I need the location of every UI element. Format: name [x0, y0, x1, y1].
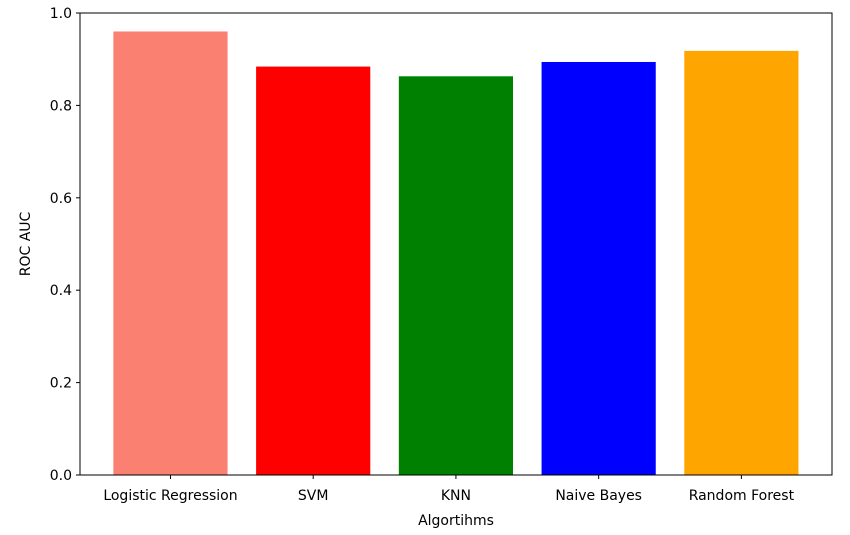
y-tick-label: 0.6 — [50, 191, 72, 207]
x-tick-label: Random Forest — [689, 488, 795, 504]
y-axis: 0.0 0.2 0.4 0.6 0.8 1.0 — [50, 6, 80, 484]
bars-group — [113, 31, 799, 476]
bar-random-forest — [684, 50, 799, 475]
x-axis-label: Algortihms — [418, 513, 494, 529]
bar-svm — [256, 66, 371, 475]
y-tick-label: 0.2 — [50, 376, 72, 392]
y-tick-label: 0.8 — [50, 98, 72, 114]
y-tick-label: 0.4 — [50, 283, 72, 299]
x-axis: Logistic Regression SVM KNN Naive Bayes Rand… — [103, 475, 795, 504]
y-axis-label: ROC AUC — [18, 211, 34, 276]
x-tick-label: Naive Bayes — [555, 488, 642, 504]
y-tick-label: 1.0 — [50, 6, 72, 22]
x-tick-label: KNN — [441, 488, 471, 504]
bar-logistic-regression — [113, 31, 228, 475]
x-tick-label: SVM — [298, 488, 329, 504]
x-tick-label: Logistic Regression — [103, 488, 237, 504]
bar-knn — [398, 76, 514, 475]
y-tick-label: 0.0 — [50, 468, 72, 484]
bar-naive-bayes — [541, 61, 656, 476]
